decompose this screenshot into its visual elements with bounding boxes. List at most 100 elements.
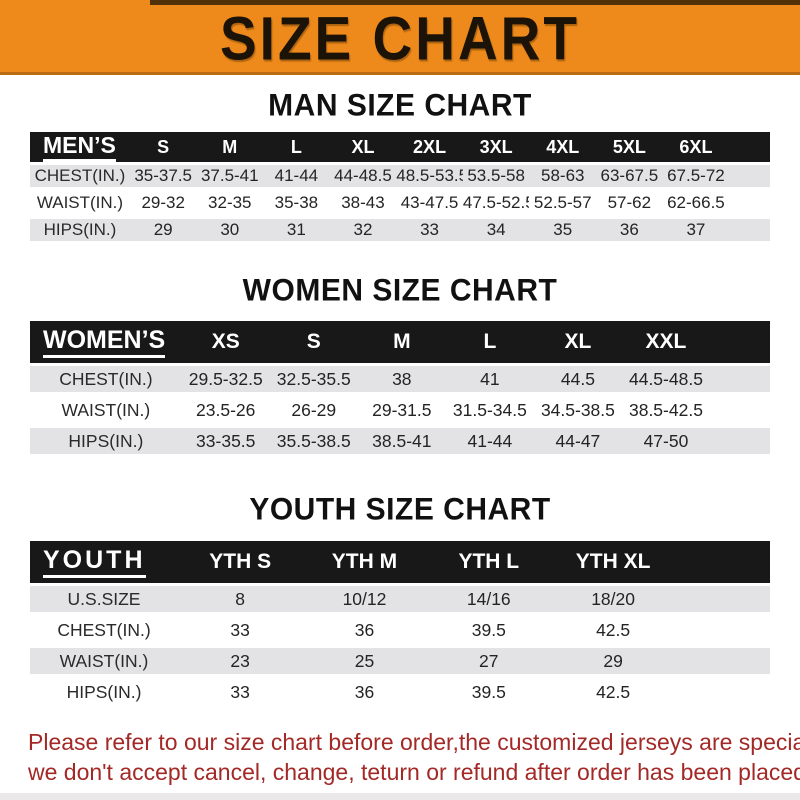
spacer-cell [675,676,770,711]
spacer-cell [729,132,770,166]
table-wrap: MEN’S S M L XL 2XL 3XL 4XL 5XL 6XL CHEST(IN.) 35-3… [0,132,800,247]
size-value-cell: 29 [129,216,197,247]
row-label: U.S.SIZE [30,584,178,618]
size-value-cell: 38.5-42.5 [621,394,710,429]
size-value-cell: 29.5-32.5 [181,364,270,398]
size-value-cell: 44-48.5 [329,163,397,193]
size-value-cell: 25 [302,645,427,680]
size-value-cell: 26-29 [269,394,358,429]
column-header: XL [533,321,622,367]
section-title: YOUTH SIZE CHART [249,492,551,528]
column-header: YTH M [302,541,427,587]
table-header-row: MEN’S S M L XL 2XL 3XL 4XL 5XL 6XL [30,132,770,166]
column-header: YTH L [426,541,551,587]
banner: SIZE CHART [0,0,800,75]
size-value-cell: 35 [529,216,597,247]
row-label: CHEST(IN.) [30,163,130,193]
size-value-cell: 44.5 [533,364,622,398]
table-group-label: WOMEN’S [30,321,182,367]
size-value-cell: 37.5-41 [196,163,264,193]
size-value-cell: 39.5 [426,676,551,711]
size-value-cell: 18/20 [550,584,676,618]
size-value-cell: 32.5-35.5 [269,364,358,398]
table-header-row: YOUTH YTH S YTH M YTH L YTH XL [30,541,770,587]
size-value-cell: 41 [445,364,534,398]
table-row: HIPS(IN.) 33 36 39.5 42.5 [30,676,770,711]
column-header: M [357,321,446,367]
column-header: YTH S [178,541,303,587]
size-value-cell: 38.5-41 [357,425,446,460]
size-value-cell: 34 [462,216,530,247]
section-title: MAN SIZE CHART [268,87,532,123]
column-header: XXL [621,321,710,367]
spacer-cell [729,216,770,247]
row-label: CHEST(IN.) [30,614,178,649]
column-header: 5XL [596,132,663,166]
size-chart-section-men: MAN SIZE CHART MEN’S S M L XL 2XL 3XL 4XL 5XL 6XL… [0,87,800,247]
size-value-cell: 38-43 [329,189,397,220]
table-row: U.S.SIZE 8 10/12 14/16 18/20 [30,584,770,618]
footer-line-2: we don't accept cancel, change, teturn o… [28,759,800,786]
size-value-cell: 10/12 [302,584,427,618]
size-value-cell: 30 [196,216,264,247]
column-header: 4XL [529,132,597,166]
column-header: YTH XL [550,541,676,587]
size-value-cell: 41-44 [263,163,330,193]
size-value-cell: 53.5-58 [462,163,530,193]
size-value-cell: 29 [550,645,676,680]
table-row: CHEST(IN.) 29.5-32.5 32.5-35.5 38 41 44.5 44.5… [30,364,770,398]
size-value-cell: 14/16 [426,584,551,618]
row-label: WAIST(IN.) [30,189,130,220]
size-value-cell: 33-35.5 [181,425,270,460]
size-value-cell: 58-63 [529,163,597,193]
size-value-cell: 31.5-34.5 [445,394,534,429]
row-label: WAIST(IN.) [30,645,178,680]
size-value-cell: 44.5-48.5 [621,364,710,398]
size-value-cell: 52.5-57 [529,189,597,220]
table-row: WAIST(IN.) 29-32 32-35 35-38 38-43 43-47.5 47.… [30,189,770,220]
size-value-cell: 36 [302,614,427,649]
size-table-women: WOMEN’S XS S M L XL XXL CHEST(IN.) 29.5-32.5 32.… [30,321,770,460]
size-value-cell: 42.5 [550,614,676,649]
size-chart-section-women: WOMEN SIZE CHART WOMEN’S XS S M L XL XXL CHEST… [0,273,800,460]
size-value-cell: 44-47 [533,425,622,460]
banner-title: SIZE CHART [220,2,580,73]
column-header: 3XL [462,132,530,166]
size-table-youth: YOUTH YTH S YTH M YTH L YTH XL U.S.SIZE 8 10/1… [30,541,770,711]
spacer-cell [729,163,770,193]
size-value-cell: 34.5-38.5 [533,394,622,429]
row-label: CHEST(IN.) [30,364,182,398]
charts: MAN SIZE CHART MEN’S S M L XL 2XL 3XL 4XL 5XL 6XL… [0,87,800,711]
table-row: CHEST(IN.) 33 36 39.5 42.5 [30,614,770,649]
spacer-cell [709,364,770,398]
column-header: 6XL [662,132,730,166]
table-wrap: YOUTH YTH S YTH M YTH L YTH XL U.S.SIZE 8 10/1… [0,541,800,711]
table-group-label: MEN’S [30,132,130,166]
column-header: S [269,321,358,367]
size-value-cell: 41-44 [445,425,534,460]
size-value-cell: 62-66.5 [662,189,730,220]
row-label: WAIST(IN.) [30,394,182,429]
size-value-cell: 36 [302,676,427,711]
spacer-cell [709,425,770,460]
size-value-cell: 43-47.5 [396,189,463,220]
size-value-cell: 29-32 [129,189,197,220]
size-value-cell: 47-50 [621,425,710,460]
size-value-cell: 32 [329,216,397,247]
size-value-cell: 48.5-53.5 [396,163,463,193]
footer-line-1: Please refer to our size chart before or… [28,729,800,756]
size-chart-section-youth: YOUTH SIZE CHART YOUTH YTH S YTH M YTH L YTH… [0,492,800,711]
size-value-cell: 23.5-26 [181,394,270,429]
size-value-cell: 63-67.5 [596,163,663,193]
column-header: XL [329,132,397,166]
size-value-cell: 35-38 [263,189,330,220]
size-value-cell: 8 [178,584,303,618]
table-row: HIPS(IN.) 33-35.5 35.5-38.5 38.5-41 41-44 44-… [30,425,770,460]
spacer-cell [675,584,770,618]
size-value-cell: 23 [178,645,303,680]
table-wrap: WOMEN’S XS S M L XL XXL CHEST(IN.) 29.5-32.5 32.… [0,321,800,460]
size-value-cell: 42.5 [550,676,676,711]
table-row: WAIST(IN.) 23.5-26 26-29 29-31.5 31.5-34.5 34… [30,394,770,429]
size-value-cell: 27 [426,645,551,680]
